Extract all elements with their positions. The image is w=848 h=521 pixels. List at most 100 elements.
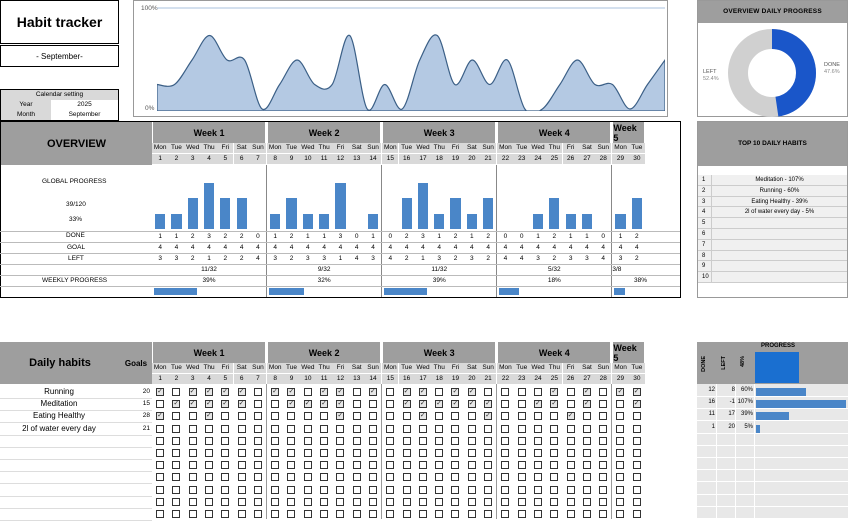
habit-checkbox[interactable]: ✓ <box>451 400 460 409</box>
habit-checkbox[interactable] <box>253 485 262 494</box>
habit-checkbox[interactable] <box>188 473 197 482</box>
habit-checkbox[interactable]: ✓ <box>303 400 312 409</box>
habit-checkbox[interactable] <box>172 424 181 433</box>
habit-checkbox[interactable] <box>599 473 608 482</box>
habit-checkbox[interactable] <box>336 473 345 482</box>
habit-checkbox[interactable] <box>188 497 197 506</box>
habit-checkbox[interactable] <box>533 388 542 396</box>
habit-checkbox[interactable]: ✓ <box>188 400 197 409</box>
habit-checkbox[interactable] <box>517 400 526 409</box>
habit-checkbox[interactable] <box>253 424 262 433</box>
habit-checkbox[interactable] <box>451 473 460 482</box>
habit-checkbox[interactable] <box>582 412 591 421</box>
habit-checkbox[interactable] <box>566 449 575 457</box>
habit-checkbox[interactable]: ✓ <box>156 412 164 421</box>
habit-checkbox[interactable] <box>533 485 542 494</box>
habit-checkbox[interactable] <box>156 436 164 445</box>
habit-checkbox[interactable]: ✓ <box>616 388 625 396</box>
habit-checkbox[interactable] <box>271 449 280 457</box>
habit-checkbox[interactable] <box>418 449 427 457</box>
habit-checkbox[interactable]: ✓ <box>435 400 444 409</box>
habit-checkbox[interactable] <box>517 485 526 494</box>
habit-checkbox[interactable]: ✓ <box>336 388 345 396</box>
habit-checkbox[interactable] <box>402 473 411 482</box>
habit-checkbox[interactable] <box>352 424 361 433</box>
habit-checkbox[interactable]: ✓ <box>204 400 213 409</box>
habit-checkbox[interactable] <box>352 461 361 470</box>
habit-checkbox[interactable]: ✓ <box>156 388 164 396</box>
habit-checkbox[interactable] <box>253 449 262 457</box>
habit-checkbox[interactable]: ✓ <box>172 400 181 409</box>
habit-checkbox[interactable] <box>566 400 575 409</box>
habit-checkbox[interactable]: ✓ <box>467 388 476 396</box>
habit-checkbox[interactable] <box>237 485 246 494</box>
habit-checkbox[interactable] <box>237 510 246 518</box>
habit-checkbox[interactable] <box>237 449 246 457</box>
habit-checkbox[interactable] <box>368 449 377 457</box>
habit-checkbox[interactable] <box>386 461 395 470</box>
habit-checkbox[interactable] <box>582 497 591 506</box>
habit-checkbox[interactable] <box>533 412 542 421</box>
habit-checkbox[interactable] <box>484 449 492 457</box>
habit-checkbox[interactable] <box>402 412 411 421</box>
habit-checkbox[interactable] <box>599 436 608 445</box>
habit-checkbox[interactable] <box>253 497 262 506</box>
habit-checkbox[interactable] <box>435 449 444 457</box>
habit-checkbox[interactable]: ✓ <box>484 400 492 409</box>
habit-checkbox[interactable] <box>599 449 608 457</box>
habit-checkbox[interactable]: ✓ <box>204 412 213 421</box>
habit-checkbox[interactable] <box>550 497 559 506</box>
habit-checkbox[interactable] <box>368 473 377 482</box>
habit-checkbox[interactable] <box>336 510 345 518</box>
habit-checkbox[interactable] <box>188 412 197 421</box>
habit-checkbox[interactable] <box>221 497 230 506</box>
habit-checkbox[interactable]: ✓ <box>582 400 591 409</box>
habit-checkbox[interactable] <box>156 424 164 433</box>
habit-checkbox[interactable] <box>402 449 411 457</box>
habit-checkbox[interactable] <box>599 485 608 494</box>
habit-checkbox[interactable] <box>352 400 361 409</box>
habit-checkbox[interactable] <box>287 485 296 494</box>
habit-checkbox[interactable] <box>435 388 444 396</box>
habit-checkbox[interactable] <box>221 485 230 494</box>
habit-checkbox[interactable] <box>271 412 280 421</box>
habit-checkbox[interactable] <box>336 436 345 445</box>
habit-checkbox[interactable] <box>156 461 164 470</box>
habit-checkbox[interactable] <box>303 510 312 518</box>
habit-checkbox[interactable] <box>172 388 181 396</box>
habit-checkbox[interactable]: ✓ <box>533 400 542 409</box>
habit-checkbox[interactable] <box>533 497 542 506</box>
habit-checkbox[interactable]: ✓ <box>221 388 230 396</box>
habit-checkbox[interactable] <box>517 388 526 396</box>
habit-checkbox[interactable]: ✓ <box>451 388 460 396</box>
habit-checkbox[interactable]: ✓ <box>368 388 377 396</box>
habit-checkbox[interactable] <box>484 424 492 433</box>
habit-checkbox[interactable] <box>418 485 427 494</box>
habit-checkbox[interactable] <box>188 424 197 433</box>
habit-checkbox[interactable] <box>188 510 197 518</box>
habit-checkbox[interactable] <box>616 497 625 506</box>
habit-checkbox[interactable] <box>204 485 213 494</box>
habit-checkbox[interactable] <box>533 436 542 445</box>
habit-checkbox[interactable]: ✓ <box>287 400 296 409</box>
habit-checkbox[interactable] <box>582 510 591 518</box>
habit-checkbox[interactable] <box>237 497 246 506</box>
habit-checkbox[interactable]: ✓ <box>566 412 575 421</box>
habit-checkbox[interactable] <box>418 424 427 433</box>
habit-checkbox[interactable]: ✓ <box>418 400 427 409</box>
habit-checkbox[interactable] <box>501 461 510 470</box>
habit-checkbox[interactable] <box>435 436 444 445</box>
habit-checkbox[interactable] <box>172 412 181 421</box>
habit-checkbox[interactable] <box>188 449 197 457</box>
habit-checkbox[interactable] <box>402 461 411 470</box>
habit-checkbox[interactable] <box>599 388 608 396</box>
habit-checkbox[interactable] <box>386 510 395 518</box>
habit-checkbox[interactable] <box>368 424 377 433</box>
habit-checkbox[interactable] <box>320 485 328 494</box>
habit-checkbox[interactable] <box>204 424 213 433</box>
habit-checkbox[interactable] <box>352 485 361 494</box>
habit-checkbox[interactable] <box>484 510 492 518</box>
habit-checkbox[interactable] <box>632 473 641 482</box>
habit-checkbox[interactable] <box>352 449 361 457</box>
habit-checkbox[interactable] <box>451 485 460 494</box>
